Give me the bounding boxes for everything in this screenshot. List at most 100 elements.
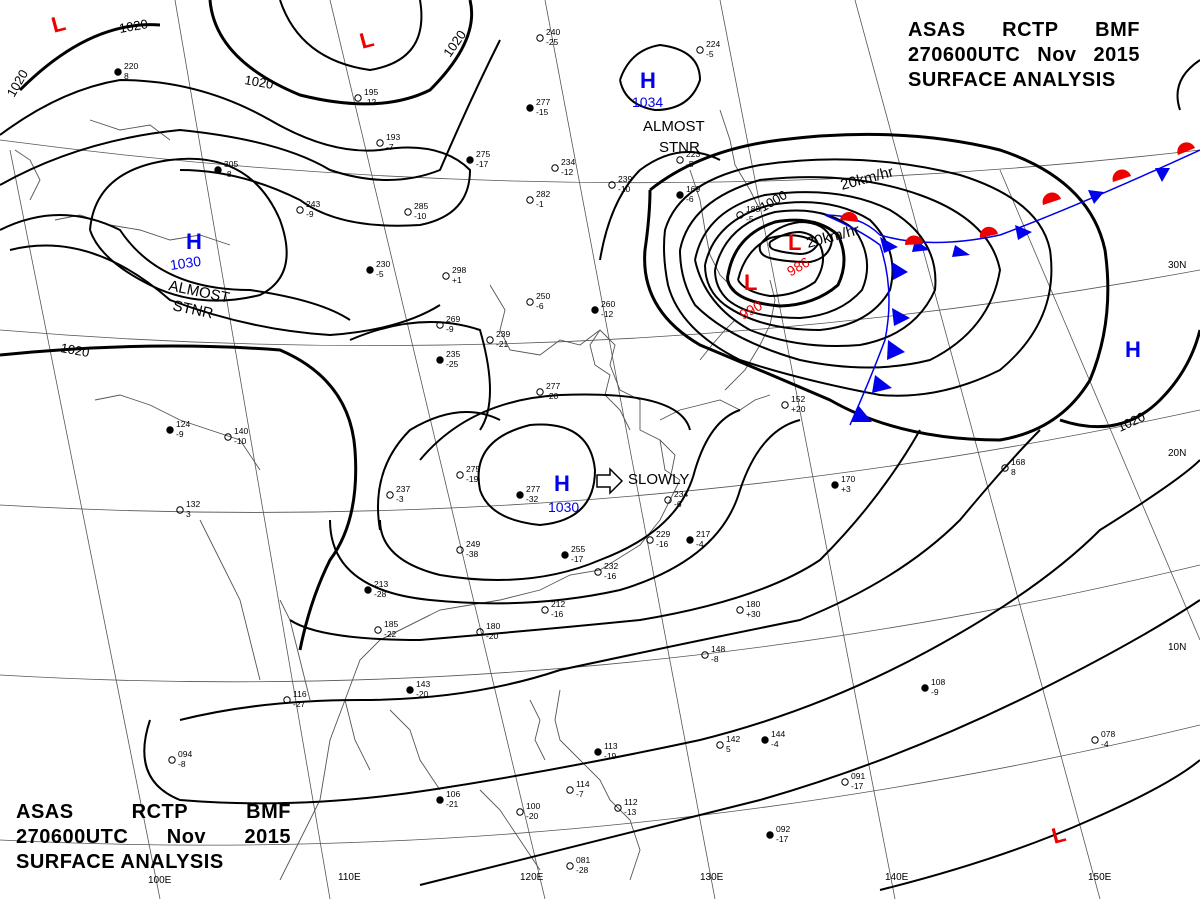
station-plot: 078-4	[1091, 729, 1115, 749]
station-pressure: 285	[414, 201, 428, 211]
high-center-symbol: H	[554, 471, 570, 496]
longitude-label: 150E	[1088, 872, 1112, 883]
station-plot: 193-7	[376, 132, 400, 152]
meridian-line	[719, 0, 896, 899]
station-pressure: 152	[791, 394, 805, 404]
station-tendency: -6	[536, 301, 544, 311]
isobar	[419, 393, 691, 461]
station-pressure: 168	[1011, 457, 1025, 467]
station-pressure: 232	[604, 561, 618, 571]
station-pressure: 217	[696, 529, 710, 539]
isobar	[599, 151, 721, 261]
station-circle-icon	[761, 736, 769, 744]
station-tendency: -17	[776, 834, 789, 844]
isobar	[619, 43, 702, 112]
station-tendency: -12	[601, 309, 614, 319]
station-tendency: -6	[686, 194, 694, 204]
station-tendency: -12	[364, 97, 377, 107]
station-pressure: 269	[446, 314, 460, 324]
geo-labels: 100E 110E 120E 130E 140E 150E 30N 20N 10…	[148, 260, 1186, 886]
high-center-symbol: H	[186, 229, 202, 254]
header-line: 270600UTC Nov 2015	[908, 43, 1140, 68]
chart-header-top: ASAS RCTP BMF 270600UTC Nov 2015 SURFACE…	[908, 18, 1140, 93]
station-pressure: 180	[746, 599, 760, 609]
warm-front-semicircle	[1112, 169, 1131, 182]
station-tendency: -3	[396, 494, 404, 504]
station-plot: 269-9	[436, 314, 460, 334]
coastline	[659, 439, 676, 486]
longitude-label: 130E	[700, 872, 724, 883]
station-circle-icon	[404, 208, 412, 216]
low-center-symbol: L	[1049, 821, 1068, 849]
warm-front-semicircle	[840, 211, 859, 222]
station-tendency: -13	[624, 807, 637, 817]
station-circle-icon	[176, 506, 184, 514]
station-pressure: 114	[576, 779, 590, 789]
station-circle-icon	[831, 481, 839, 489]
station-tendency: 3	[186, 509, 191, 519]
station-plot: 144-4	[761, 729, 785, 749]
station-circle-icon	[716, 741, 724, 749]
station-tendency: -5	[706, 49, 714, 59]
isobar-1020	[0, 344, 358, 651]
isobar	[737, 234, 825, 298]
office-code: BMF	[1095, 19, 1140, 41]
station-pressure: 235	[446, 349, 460, 359]
station-circle-icon	[214, 166, 222, 174]
station-plot: 239-10	[608, 174, 632, 194]
station-pressure: 249	[466, 539, 480, 549]
station-plot: 277-15	[526, 97, 550, 117]
chart-type: SURFACE ANALYSIS	[908, 69, 1116, 91]
station-plot: 275-19	[456, 464, 480, 484]
station-pressure: 185	[384, 619, 398, 629]
cold-front-line	[824, 214, 890, 426]
isobar-label: 1020	[1115, 409, 1148, 435]
isobar	[89, 157, 288, 302]
isobar-1020	[18, 23, 161, 92]
motion-arrow-icon	[596, 467, 624, 495]
meridian-line	[174, 0, 331, 899]
station-pressure: 275	[466, 464, 480, 474]
station-plot: 140-10	[224, 426, 248, 446]
station-plot: 124-9	[166, 419, 190, 439]
parallel-line	[0, 269, 1200, 347]
header-line: ASAS RCTP BMF	[16, 800, 291, 825]
coastlines	[14, 109, 776, 881]
station-tendency: -4	[771, 739, 779, 749]
latitude-label: 30N	[1168, 260, 1186, 271]
station-tendency: -5	[746, 214, 754, 224]
station-circle-icon	[594, 748, 602, 756]
station-plot: 185-22	[374, 619, 398, 639]
low-center-value: 986	[784, 254, 812, 280]
station-pressure: 193	[386, 132, 400, 142]
station-circle-icon	[594, 568, 602, 576]
station-tendency: -17	[571, 554, 584, 564]
station-plot: 239-21	[486, 329, 510, 349]
station-circle-icon	[224, 433, 232, 441]
station-tendency: 5	[726, 744, 731, 754]
office-code: BMF	[246, 801, 291, 823]
station-plot: 112-13	[614, 797, 638, 817]
station-pressure: 234	[674, 489, 688, 499]
station-plot: 108-9	[921, 677, 945, 697]
station-circle-icon	[516, 491, 524, 499]
station-pressure: 277	[546, 381, 560, 391]
station-circle-icon	[442, 272, 450, 280]
station-circle-icon	[921, 684, 929, 692]
station-circle-icon	[646, 536, 654, 544]
pressure-centers: L L H 1034 H 1030 H 1030 L 990 L 986 H L	[49, 10, 1141, 849]
longitude-label: 100E	[148, 875, 172, 886]
station-pressure: 108	[931, 677, 945, 687]
fronts	[824, 142, 1200, 426]
cold-front-triangle	[880, 237, 898, 253]
warm-front-semicircle	[904, 235, 923, 245]
month: Nov	[166, 826, 207, 848]
station-plot: 224-5	[696, 39, 720, 59]
isobar	[643, 132, 1110, 442]
station-plot: 169-6	[676, 184, 700, 204]
cold-front-triangle	[892, 262, 908, 280]
station-tendency: -10	[414, 211, 427, 221]
station-circle-icon	[614, 804, 622, 812]
meridian-line	[9, 149, 161, 899]
